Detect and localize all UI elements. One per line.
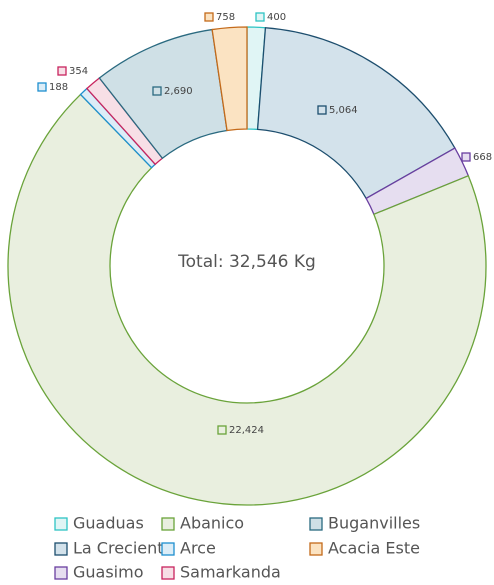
slice — [211, 26, 248, 132]
label-swatch — [217, 425, 227, 435]
slice — [256, 27, 456, 200]
legend-swatch — [161, 542, 175, 556]
legend-label: Samarkanda — [180, 563, 281, 582]
legend-swatch — [54, 517, 68, 531]
legend-swatch — [54, 566, 68, 580]
value-label: 5,064 — [329, 105, 358, 116]
legend-swatch — [309, 542, 323, 556]
value-label: 354 — [69, 66, 88, 77]
legend-swatch — [161, 566, 175, 580]
value-label: 22,424 — [229, 425, 264, 436]
legend-label: Guasimo — [73, 563, 144, 582]
label-swatch — [255, 12, 265, 22]
legend-label: Acacia Este — [328, 539, 420, 558]
value-label: 188 — [49, 82, 68, 93]
legend-label: La Creciente — [73, 539, 173, 558]
legend-label: Guaduas — [73, 514, 144, 533]
value-label: 758 — [216, 12, 235, 23]
value-label: 400 — [267, 12, 286, 23]
label-swatch — [317, 105, 327, 115]
legend-swatch — [161, 517, 175, 531]
value-label: 2,690 — [164, 86, 193, 97]
slice — [7, 93, 487, 506]
label-swatch — [204, 12, 214, 22]
legend-label: Buganvilles — [328, 514, 420, 533]
legend-swatch — [309, 517, 323, 531]
legend-label: Abanico — [180, 514, 244, 533]
center-label: Total: 32,546 Kg — [177, 252, 316, 272]
value-label: 668 — [473, 152, 492, 163]
legend-swatch — [54, 542, 68, 556]
label-swatch — [152, 86, 162, 96]
label-swatch — [57, 66, 67, 76]
label-swatch — [37, 82, 47, 92]
label-swatch — [461, 152, 471, 162]
legend-label: Arce — [180, 539, 216, 558]
